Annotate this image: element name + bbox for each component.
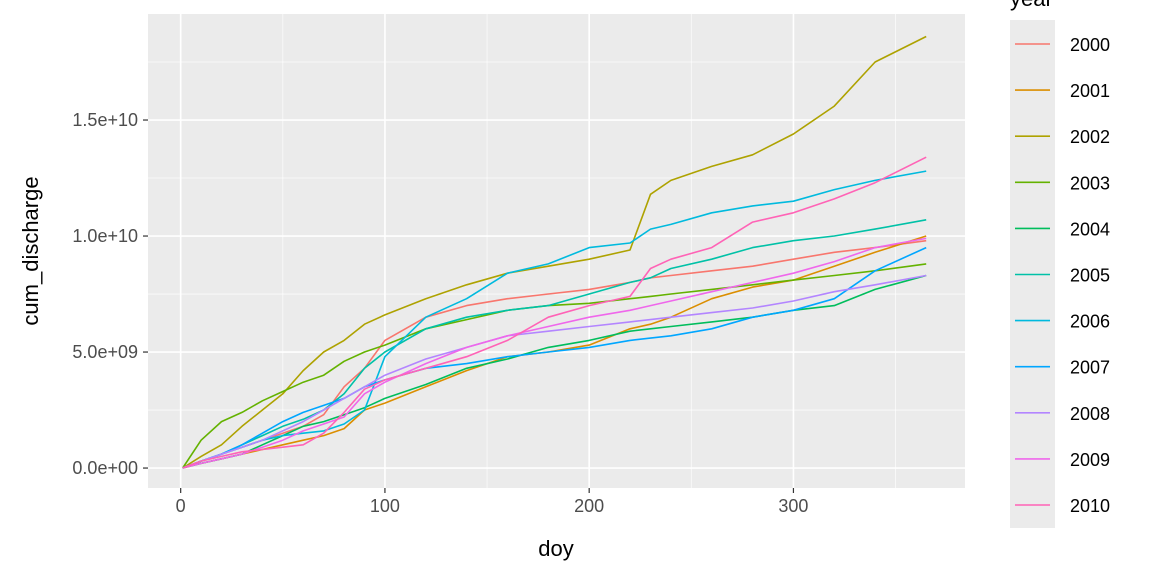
x-axis-label: doy xyxy=(538,536,573,561)
x-tick-label: 100 xyxy=(370,496,400,516)
legend-label-2010: 2010 xyxy=(1070,496,1110,516)
y-tick-label: 1.5e+10 xyxy=(72,110,138,130)
legend-label-2003: 2003 xyxy=(1070,173,1110,193)
series-line-2009 xyxy=(182,237,927,469)
series-line-2007 xyxy=(182,246,927,469)
legend-label-2004: 2004 xyxy=(1070,219,1110,239)
legend-label-2000: 2000 xyxy=(1070,35,1110,55)
legend-label-2007: 2007 xyxy=(1070,358,1110,378)
legend-label-2005: 2005 xyxy=(1070,266,1110,286)
y-tick-label: 1.0e+10 xyxy=(72,226,138,246)
legend: 2000 2001 2002 2003 2004 2005 2006 2007 2008 2009… xyxy=(1010,20,1110,528)
plot-panel xyxy=(148,14,965,488)
series-line-2003 xyxy=(182,263,927,469)
legend-label-2008: 2008 xyxy=(1070,404,1110,424)
legend-title: year xyxy=(1010,0,1053,11)
grid-lines xyxy=(148,14,965,488)
legend-label-2001: 2001 xyxy=(1070,81,1110,101)
legend-label-2006: 2006 xyxy=(1070,312,1110,332)
y-axis: 0.0e+00 5.0e+09 1.0e+10 1.5e+10 xyxy=(72,110,148,478)
legend-label-2002: 2002 xyxy=(1070,127,1110,147)
series-line-2002 xyxy=(182,35,927,469)
x-tick-label: 200 xyxy=(574,496,604,516)
series-lines xyxy=(182,35,927,469)
series-line-2010 xyxy=(182,156,927,469)
x-axis: 0 100 200 300 xyxy=(176,488,808,516)
y-tick-label: 0.0e+00 xyxy=(72,458,138,478)
y-axis-label: cum_discharge xyxy=(18,176,43,325)
x-tick-label: 300 xyxy=(778,496,808,516)
series-line-2005 xyxy=(182,219,927,469)
y-tick-label: 5.0e+09 xyxy=(72,342,138,362)
x-tick-label: 0 xyxy=(176,496,186,516)
legend-label-2009: 2009 xyxy=(1070,450,1110,470)
